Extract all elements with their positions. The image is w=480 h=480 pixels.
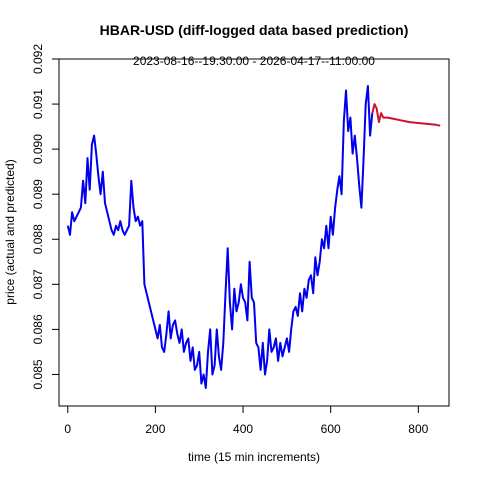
predicted-series-line — [371, 103, 441, 127]
x-tick-label: 200 — [145, 422, 165, 436]
x-tick-label: 600 — [321, 422, 341, 436]
y-axis: 0.085 0.086 0.087 0.088 0.089 0.090 0.091 0.092 — [31, 44, 59, 389]
y-axis-label: price (actual and predicted) — [3, 159, 17, 304]
y-tick-label: 0.087 — [31, 269, 45, 299]
y-tick-label: 0.089 — [31, 179, 45, 209]
plot-series — [66, 85, 441, 389]
x-tick-label: 800 — [408, 422, 428, 436]
x-axis: 0 200 400 600 800 — [64, 406, 429, 436]
y-tick-label: 0.085 — [31, 359, 45, 389]
y-tick-label: 0.086 — [31, 314, 45, 344]
chart-subtitle: 2023-08-16--19:30:00 - 2026-04-17--11:00… — [133, 54, 375, 68]
y-tick-label: 0.090 — [31, 134, 45, 164]
x-tick-label: 0 — [64, 422, 71, 436]
x-tick-label: 400 — [233, 422, 253, 436]
x-axis-label: time (15 min increments) — [188, 450, 320, 464]
actual-series-line — [66, 85, 374, 389]
chart-title: HBAR-USD (diff-logged data based predict… — [100, 22, 409, 38]
y-tick-label: 0.092 — [31, 44, 45, 74]
y-tick-label: 0.088 — [31, 224, 45, 254]
y-tick-label: 0.091 — [31, 89, 45, 119]
plot-frame — [58, 58, 450, 407]
